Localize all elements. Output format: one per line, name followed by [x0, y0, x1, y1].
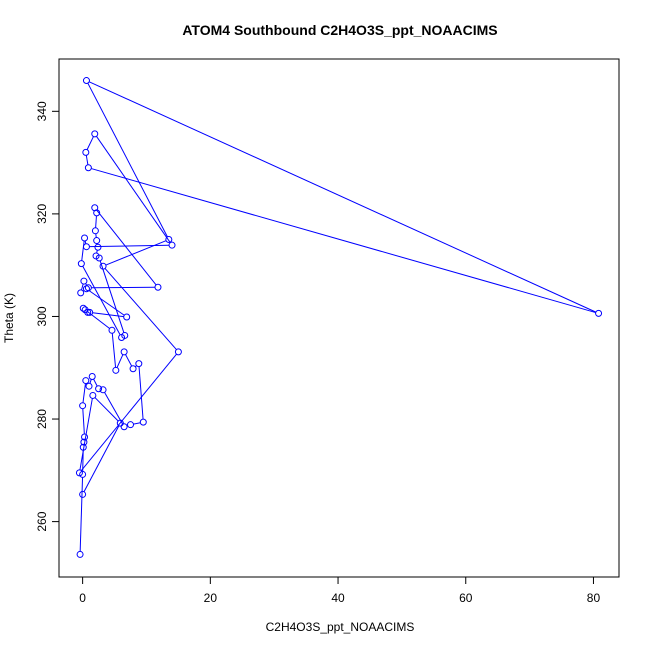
series-segment: [94, 397, 119, 422]
data-point: [91, 130, 99, 138]
data-point: [135, 360, 143, 368]
series-segment: [87, 311, 110, 329]
series-segment: [81, 240, 85, 261]
x-axis: 0 20 40 60 80: [79, 576, 601, 605]
y-tick-label: 300: [35, 306, 49, 326]
series-segment: [116, 354, 124, 368]
y-axis-label: Theta (K): [2, 293, 16, 343]
data-point: [85, 382, 93, 390]
chart-title: ATOM4 Southbound C2H4O3S_ppt_NOAACIMS: [182, 22, 497, 38]
data-point: [99, 386, 107, 394]
data-point: [95, 385, 103, 393]
data-point: [77, 289, 85, 297]
series-segment: [111, 333, 117, 368]
y-tick-label: 280: [35, 409, 49, 429]
series-segment: [89, 379, 92, 384]
series-segment: [82, 408, 85, 435]
series-segment: [88, 290, 125, 316]
data-point: [127, 421, 135, 429]
data-point: [89, 391, 97, 399]
data-point: [99, 262, 107, 270]
data-point: [75, 469, 83, 477]
series-segment: [85, 155, 89, 165]
data-point: [123, 313, 131, 321]
data-point: [77, 260, 85, 268]
data-point: [595, 309, 603, 317]
y-tick-label: 340: [35, 101, 49, 121]
series-segment: [83, 425, 120, 493]
y-tick-label: 320: [35, 204, 49, 224]
series-segment: [79, 477, 84, 552]
data-point: [81, 433, 89, 441]
y-tick-label: 260: [35, 511, 49, 531]
data-point: [95, 254, 103, 262]
data-point: [82, 148, 90, 156]
series-segment: [81, 283, 84, 291]
series-segment: [93, 378, 98, 387]
series-segment: [104, 392, 124, 425]
series-segment: [96, 136, 171, 243]
series-segment: [133, 422, 141, 425]
data-point: [81, 234, 89, 242]
data-point: [84, 284, 92, 292]
series-segment: [87, 82, 168, 238]
plot-frame: [58, 58, 620, 578]
data-point: [82, 243, 90, 251]
data-point: [112, 366, 120, 374]
data-point: [86, 308, 94, 316]
series-segment: [86, 136, 94, 150]
data-point: [79, 490, 87, 498]
x-tick-label: 20: [204, 591, 218, 605]
data-point: [108, 326, 116, 334]
series-segment: [91, 168, 596, 314]
series-points: [75, 77, 603, 558]
series-segment: [99, 260, 125, 333]
data-point: [139, 418, 147, 426]
series-segment: [138, 366, 144, 420]
series-segment: [89, 244, 170, 248]
data-point: [84, 308, 92, 316]
series-segment: [82, 266, 121, 336]
y-axis: 260 280 300 320 340: [35, 101, 60, 532]
data-point: [165, 236, 173, 244]
data-point: [116, 419, 124, 427]
data-point: [79, 402, 87, 410]
data-point: [82, 377, 90, 385]
series-segment: [82, 383, 86, 403]
series-segment: [95, 215, 97, 228]
x-tick-label: 80: [587, 591, 601, 605]
data-point: [79, 304, 87, 312]
x-tick-label: 60: [459, 591, 473, 605]
series-segment: [105, 240, 167, 266]
data-point: [129, 365, 137, 373]
data-point: [91, 227, 99, 235]
data-point: [94, 243, 102, 251]
data-point: [80, 438, 88, 446]
data-point: [79, 470, 87, 478]
data-point: [84, 164, 92, 172]
series-segment: [104, 268, 177, 350]
data-point: [168, 241, 176, 249]
data-point: [80, 277, 88, 285]
series-lines: [79, 81, 597, 552]
x-tick-label: 0: [79, 591, 86, 605]
data-point: [154, 283, 162, 291]
series-segment: [88, 81, 597, 313]
data-point: [88, 372, 96, 380]
data-point: [93, 237, 101, 245]
data-point: [93, 209, 101, 217]
data-point: [120, 423, 128, 431]
data-point: [174, 348, 182, 356]
data-point: [79, 443, 87, 451]
x-tick-label: 40: [331, 591, 345, 605]
x-axis-label: C2H4O3S_ppt_NOAACIMS: [266, 620, 415, 634]
data-point: [82, 77, 90, 85]
data-point: [118, 333, 126, 341]
data-point: [120, 348, 128, 356]
series-segment: [96, 209, 157, 286]
data-point: [76, 550, 84, 558]
series-segment: [125, 354, 133, 367]
series-segment: [80, 353, 177, 471]
